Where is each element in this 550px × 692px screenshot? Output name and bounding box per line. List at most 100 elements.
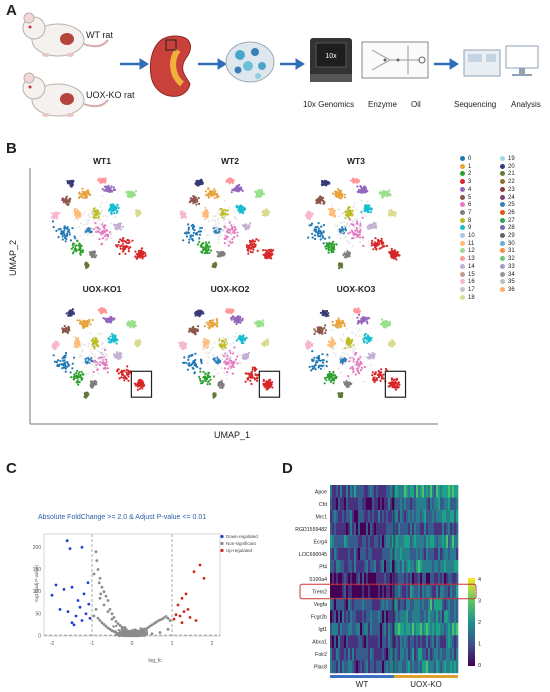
umap-point	[60, 230, 63, 233]
umap-point	[71, 181, 74, 184]
umap-point	[347, 338, 350, 341]
umap-point	[77, 217, 80, 220]
umap-point	[334, 224, 337, 227]
umap-point	[93, 251, 97, 254]
umap-point	[94, 213, 97, 216]
umap-point	[98, 333, 101, 336]
umap-point	[91, 209, 94, 212]
umap-point	[212, 353, 215, 356]
umap-point	[352, 368, 355, 371]
umap-point	[239, 207, 242, 210]
umap-point	[141, 257, 144, 260]
umap-point	[204, 208, 207, 211]
umap-point	[342, 228, 345, 231]
umap-point	[234, 228, 237, 231]
umap-point	[79, 374, 82, 377]
umap-point	[382, 241, 385, 244]
umap-point	[191, 223, 194, 226]
umap-point	[98, 180, 101, 183]
umap-point	[231, 238, 234, 241]
umap-point	[104, 317, 107, 320]
umap-point	[341, 226, 344, 229]
umap-point	[356, 367, 359, 371]
umap-point	[71, 367, 74, 370]
umap-point	[231, 228, 234, 231]
umap-point	[241, 337, 244, 340]
umap-point	[95, 254, 98, 257]
umap-point	[325, 247, 328, 250]
umap-point	[327, 251, 330, 254]
umap-point	[216, 321, 219, 325]
umap-point	[217, 364, 219, 367]
umap-title-wt1: WT1	[93, 156, 111, 166]
umap-point	[134, 342, 137, 346]
umap-point	[232, 309, 235, 312]
umap-point	[114, 215, 117, 218]
umap-point	[320, 183, 323, 186]
umap-point	[359, 190, 362, 194]
umap-point	[99, 223, 102, 226]
umap-point	[105, 233, 108, 236]
umap-point	[337, 193, 340, 196]
umap-point	[384, 320, 387, 323]
umap-point	[372, 376, 375, 379]
umap-point	[113, 353, 116, 356]
umap-point	[353, 308, 356, 311]
umap-point	[203, 375, 206, 378]
umap-point	[357, 372, 361, 375]
umap-point	[85, 223, 88, 226]
panel-a-workflow: 10x	[22, 12, 539, 117]
umap-point	[97, 372, 100, 375]
umap-point	[321, 332, 324, 335]
umap-point	[338, 208, 341, 211]
umap-point	[64, 234, 67, 237]
umap-point	[341, 211, 344, 214]
umap-point	[322, 224, 325, 227]
umap-point	[213, 393, 217, 396]
umap-point	[373, 378, 376, 381]
umap-point	[217, 222, 220, 225]
umap-point	[244, 380, 247, 383]
umap-point	[231, 188, 234, 191]
umap-point	[103, 235, 106, 238]
umap-point	[382, 373, 385, 376]
umap-point	[81, 343, 84, 346]
umap-point	[213, 191, 216, 194]
umap-point	[61, 238, 64, 241]
umap-point	[209, 378, 212, 381]
umap-point	[217, 209, 220, 212]
umap-point	[229, 220, 232, 223]
umap-point	[195, 180, 198, 183]
umap-point	[321, 365, 324, 368]
umap-point	[213, 368, 216, 371]
umap-point	[81, 251, 84, 254]
umap-point	[365, 208, 368, 211]
umap-point	[317, 354, 321, 358]
umap-point	[223, 215, 226, 218]
umap-point	[207, 356, 210, 359]
umap-point	[256, 249, 259, 252]
umap-point	[104, 348, 107, 352]
umap-title-uox-ko2: UOX-KO2	[210, 284, 250, 294]
umap-point	[346, 252, 349, 255]
umap-point	[206, 216, 209, 219]
umap-point	[270, 248, 273, 251]
umap-point	[205, 243, 208, 246]
umap-point	[114, 334, 117, 337]
umap-point	[317, 235, 320, 238]
umap-point	[134, 250, 137, 253]
umap-point	[206, 339, 209, 342]
umap-point	[380, 323, 383, 326]
umap-point	[94, 344, 96, 347]
umap-point	[129, 192, 132, 195]
umap-point	[233, 215, 236, 218]
umap-point	[186, 368, 189, 371]
umap-point	[214, 219, 217, 222]
umap-point	[51, 220, 55, 223]
umap-point	[125, 244, 128, 248]
umap-point	[72, 251, 75, 254]
umap-point	[380, 377, 383, 380]
umap-point	[308, 342, 312, 345]
umap-point	[64, 370, 67, 373]
umap-point	[187, 226, 191, 229]
